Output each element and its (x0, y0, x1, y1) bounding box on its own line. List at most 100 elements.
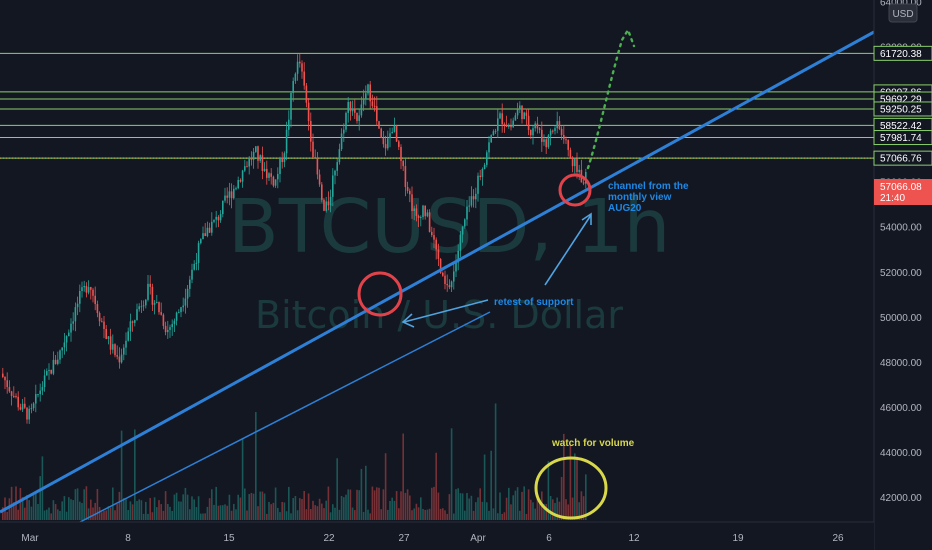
candle (393, 117, 396, 133)
candle (534, 121, 536, 132)
candle (448, 279, 451, 290)
candle (483, 162, 486, 170)
volume-bar (68, 497, 70, 520)
volume-bar (479, 488, 481, 520)
candle (92, 287, 94, 303)
candle (239, 178, 242, 183)
volume-bar (13, 502, 15, 520)
candle (272, 175, 275, 188)
time-axis[interactable]: Mar 8 15 22 27 Apr 6 12 19 26 (0, 521, 874, 550)
candle (395, 124, 398, 143)
candle (37, 393, 39, 398)
volume-bar (162, 510, 165, 520)
volume-bar (74, 489, 77, 520)
candle (472, 189, 475, 208)
time-tick-7: 12 (628, 533, 640, 544)
volume-bar (459, 493, 462, 520)
candle (59, 349, 61, 364)
currency-badge[interactable] (888, 3, 918, 23)
candle (235, 186, 237, 191)
price-axis[interactable]: 64000.0062000.0060000.0058000.0056000.00… (873, 0, 932, 550)
volume-bar (448, 494, 451, 520)
candle (211, 212, 213, 236)
volume-bar (532, 502, 534, 520)
candle (94, 286, 96, 311)
volume-bar (134, 429, 136, 520)
candle (274, 179, 277, 188)
volume-bar (340, 495, 343, 520)
candle (178, 309, 180, 314)
volume-bar (461, 493, 464, 520)
candle (378, 120, 380, 129)
volume-bar (457, 488, 459, 520)
volume-bar (83, 489, 85, 520)
volume-bar (147, 513, 149, 520)
candle (169, 324, 171, 338)
candle (142, 300, 145, 311)
volume-bar (30, 506, 33, 520)
candle (180, 306, 182, 318)
candle (257, 145, 259, 169)
volume-bar (241, 438, 244, 520)
candle (503, 122, 506, 133)
volume-bar (497, 513, 499, 520)
volume-bar (292, 498, 294, 520)
retest-circle (357, 271, 403, 317)
candle (501, 103, 503, 133)
volume-bar (8, 498, 11, 520)
volume-bar (349, 489, 352, 520)
volume-bar (413, 508, 415, 520)
volume-bar (200, 513, 202, 520)
level-price-tags: 61720.3860007.8659692.2959250.2558522.42… (873, 45, 932, 166)
volume-bar (239, 497, 242, 520)
volume-bar (435, 452, 437, 520)
volume-bar (178, 501, 180, 520)
countdown-timer: 21:40 (880, 193, 905, 204)
candle (158, 301, 160, 315)
volume-bar (552, 499, 554, 520)
volume-bar (549, 495, 552, 520)
volume-bar (257, 506, 259, 520)
candle (277, 167, 279, 189)
candle (65, 335, 68, 352)
volume-bar (422, 508, 424, 520)
candle (4, 376, 6, 390)
candle (129, 313, 132, 341)
candle (321, 182, 323, 203)
candle (490, 134, 492, 143)
retest-label: retest of support (494, 297, 574, 308)
retest-arrow (401, 299, 489, 328)
volume-bar (481, 501, 484, 520)
candle (112, 334, 114, 354)
candle (345, 111, 347, 133)
candle (387, 130, 389, 151)
candle (285, 121, 288, 161)
volume-bar (204, 513, 206, 520)
candle (574, 158, 576, 174)
volume-bar (250, 492, 253, 520)
candle (101, 317, 103, 323)
candle (74, 302, 77, 332)
candle (527, 109, 530, 136)
candle (175, 311, 178, 326)
candle (365, 85, 367, 106)
candle (569, 147, 572, 159)
horizontal-levels (0, 52, 874, 159)
volume-bar (327, 486, 330, 520)
candle (470, 186, 473, 208)
candle (134, 319, 136, 327)
candle (255, 146, 257, 153)
volume-bar (114, 510, 116, 520)
candle (327, 191, 330, 211)
volume-bar (486, 502, 488, 520)
candle (98, 311, 101, 327)
volume-bar (576, 456, 578, 520)
volume-bar (378, 487, 380, 520)
volume-bar (380, 509, 382, 520)
volume-bar (10, 486, 13, 520)
volume-bar (94, 502, 96, 520)
level-tag-text-6: 57066.76 (880, 154, 922, 165)
candle (2, 367, 4, 379)
volume-bar (525, 513, 528, 520)
